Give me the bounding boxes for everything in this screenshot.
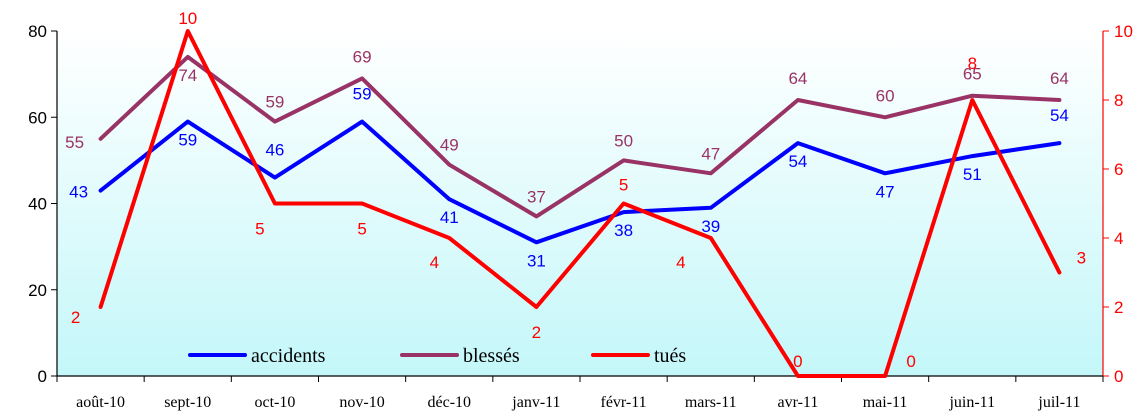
legend-label-accidents: accidents	[251, 345, 326, 367]
data-label-accidents: 59	[353, 85, 372, 104]
data-label-blessés: 50	[614, 131, 633, 150]
data-label-accidents: 54	[1050, 106, 1069, 125]
x-tick-label: juil-11	[1037, 394, 1080, 411]
data-label-accidents: 47	[876, 182, 895, 201]
right-y-tick-label: 8	[1114, 91, 1123, 110]
left-y-tick-label: 0	[38, 367, 47, 386]
data-label-tués: 5	[357, 220, 366, 239]
data-label-blessés: 59	[265, 93, 284, 112]
right-y-tick-label: 6	[1114, 160, 1123, 179]
data-label-blessés: 49	[440, 136, 459, 155]
left-y-tick-label: 20	[28, 281, 47, 300]
legend: accidents blessés tués	[188, 345, 686, 367]
data-label-tués: 4	[676, 253, 685, 272]
data-label-accidents: 38	[614, 221, 633, 240]
data-label-accidents: 54	[788, 152, 807, 171]
data-label-tués: 0	[906, 352, 915, 371]
data-label-tués: 4	[430, 253, 439, 272]
data-label-accidents: 39	[701, 217, 720, 236]
right-y-tick-label: 4	[1114, 229, 1123, 248]
data-label-tués: 0	[793, 352, 802, 371]
data-label-blessés: 64	[1050, 69, 1069, 88]
x-tick-label: oct-10	[254, 394, 295, 411]
x-tick-label: mars-11	[685, 394, 737, 411]
right-y-tick-label: 10	[1114, 22, 1133, 41]
left-y-tick-label: 80	[28, 22, 47, 41]
series-line-blessés	[98, 54, 1062, 219]
series-line-accidents	[98, 119, 1062, 245]
left-y-tick-label: 60	[28, 108, 47, 127]
data-label-accidents: 41	[440, 208, 459, 227]
x-tick-label: déc-10	[427, 394, 471, 411]
data-label-blessés: 55	[65, 133, 84, 152]
x-tick-label: avr-11	[777, 394, 818, 411]
data-label-blessés: 64	[788, 69, 807, 88]
data-label-blessés: 74	[178, 66, 197, 85]
data-label-tués: 5	[255, 220, 264, 239]
legend-label-blessés: blessés	[463, 345, 520, 367]
x-tick-label: nov-10	[339, 394, 384, 411]
x-tick-label: mai-11	[863, 394, 908, 411]
data-label-blessés: 37	[527, 187, 546, 206]
data-label-tués: 2	[71, 308, 80, 327]
data-label-accidents: 31	[527, 251, 546, 270]
data-label-blessés: 47	[701, 144, 720, 163]
data-label-blessés: 60	[876, 86, 895, 105]
series-line-tués	[98, 29, 1062, 378]
data-label-tués: 8	[968, 54, 977, 73]
x-tick-label: juin-11	[948, 394, 995, 411]
x-tick-label: sept-10	[164, 394, 211, 411]
data-label-tués: 3	[1077, 249, 1086, 268]
data-label-tués: 2	[532, 323, 541, 342]
data-label-accidents: 59	[178, 131, 197, 150]
data-label-tués: 5	[619, 176, 628, 195]
series-lines	[98, 29, 1062, 378]
x-tick-label: févr-11	[600, 394, 646, 411]
right-y-tick-label: 2	[1114, 298, 1123, 317]
data-label-tués: 10	[178, 9, 197, 28]
x-tick-label: août-10	[76, 394, 125, 411]
right-y-tick-label: 0	[1114, 367, 1123, 386]
data-label-accidents: 51	[963, 165, 982, 184]
data-label-blessés: 65	[963, 65, 982, 84]
left-y-tick-label: 40	[28, 195, 47, 214]
legend-label-tués: tués	[654, 345, 686, 367]
data-label-blessés: 69	[353, 47, 372, 66]
x-tick-label: janv-11	[511, 394, 560, 411]
data-label-accidents: 43	[69, 183, 88, 202]
data-label-accidents: 46	[265, 141, 284, 160]
